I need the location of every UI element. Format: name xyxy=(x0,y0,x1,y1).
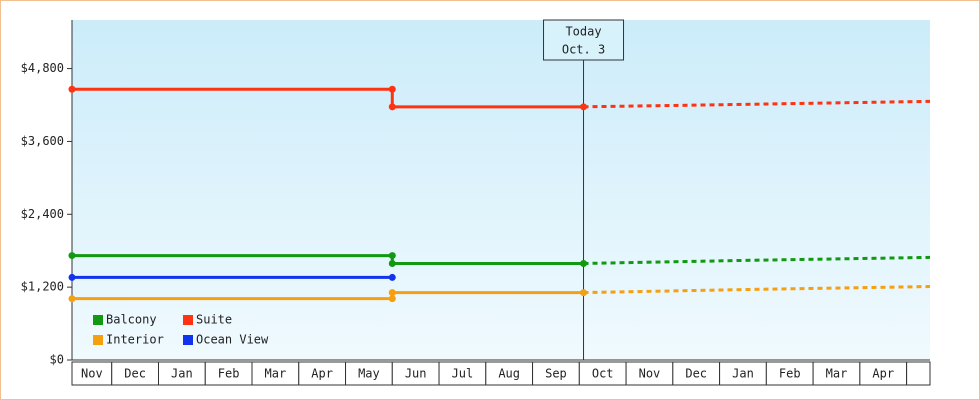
price-point xyxy=(68,273,76,281)
month-cell xyxy=(906,361,931,386)
price-point xyxy=(580,259,588,267)
legend-label: Ocean View xyxy=(196,333,269,347)
x-tick-label: Jan xyxy=(171,367,193,381)
y-tick-label: $1,200 xyxy=(21,280,64,294)
x-tick-label: Jan xyxy=(732,367,754,381)
today-box xyxy=(543,19,625,61)
price-point xyxy=(68,85,76,93)
price-point xyxy=(388,273,396,281)
x-tick-label: Jun xyxy=(405,367,427,381)
x-tick-label: Nov xyxy=(639,367,661,381)
legend-swatch xyxy=(183,335,193,345)
price-point xyxy=(388,259,396,267)
legend-label: Balcony xyxy=(106,313,157,327)
price-line xyxy=(72,254,584,265)
x-tick-label: Dec xyxy=(124,367,146,381)
plot-area xyxy=(72,20,930,360)
x-tick-label: Mar xyxy=(826,367,848,381)
price-point xyxy=(388,85,396,93)
legend-label: Suite xyxy=(196,313,232,327)
y-tick-label: $0 xyxy=(50,353,64,367)
price-point xyxy=(580,103,588,111)
price-point xyxy=(388,103,396,111)
x-tick-label: Sep xyxy=(545,367,567,381)
today-label: Oct. 3 xyxy=(562,43,605,57)
y-tick-label: $3,600 xyxy=(21,134,64,148)
x-tick-label: Mar xyxy=(265,367,287,381)
x-tick-label: Nov xyxy=(81,367,103,381)
price-point xyxy=(68,295,76,303)
x-tick-label: Apr xyxy=(311,367,333,381)
x-tick-label: Feb xyxy=(218,367,240,381)
price-point xyxy=(388,252,396,260)
x-tick-label: Apr xyxy=(872,367,894,381)
x-tick-label: Feb xyxy=(779,367,801,381)
price-point xyxy=(68,252,76,260)
price-point xyxy=(388,295,396,303)
price-line xyxy=(72,87,584,109)
price-point xyxy=(388,289,396,297)
today-label: Today xyxy=(565,25,601,39)
x-tick-label: Aug xyxy=(498,367,520,381)
price-point xyxy=(580,289,588,297)
legend-swatch xyxy=(93,315,103,325)
legend-swatch xyxy=(183,315,193,325)
x-tick-label: Dec xyxy=(685,367,707,381)
x-tick-label: May xyxy=(358,367,380,381)
legend-label: Interior xyxy=(106,333,164,347)
legend-swatch xyxy=(93,335,103,345)
x-tick-label: Oct xyxy=(592,367,614,381)
x-tick-label: Jul xyxy=(452,367,474,381)
y-tick-label: $2,400 xyxy=(21,207,64,221)
y-tick-label: $4,800 xyxy=(21,61,64,75)
